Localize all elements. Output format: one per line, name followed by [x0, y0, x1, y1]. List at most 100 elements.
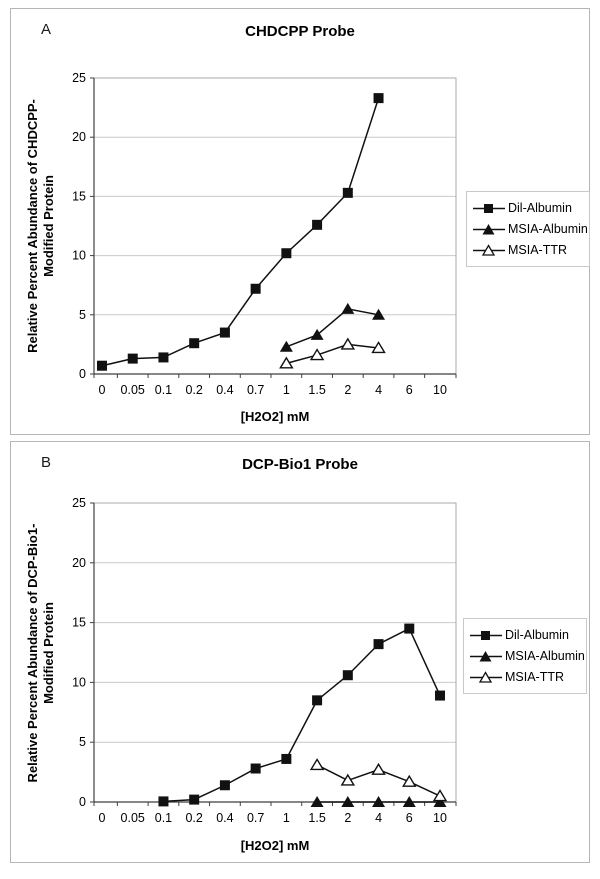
series-line — [286, 343, 379, 365]
data-point-square — [435, 690, 445, 701]
legend-label: Dil-Albumin — [505, 628, 569, 642]
data-point-triangle-filled — [310, 328, 324, 340]
data-point-square — [158, 796, 169, 807]
panel-a-label: A — [41, 21, 52, 38]
x-tick-label: 6 — [406, 811, 413, 825]
data-point-square — [373, 639, 384, 650]
gridlines — [94, 136, 456, 316]
data-point-triangle-open — [309, 348, 325, 361]
chart-b-y-axis-title-line2: Modified Protein — [41, 602, 56, 704]
y-tick-label: 5 — [79, 735, 86, 749]
legend-label: MSIA-Albumin — [505, 649, 585, 663]
x-tick-label: 6 — [406, 383, 413, 397]
plot-area-border — [93, 502, 457, 803]
square-filled-marker-icon — [470, 630, 502, 640]
data-point-triangle-open — [340, 773, 356, 786]
gridlines — [94, 562, 456, 743]
data-point-triangle-filled — [433, 796, 447, 807]
chart-b-legend: Dil-Albumin MSIA-Albumin MSIA-TTR — [463, 618, 587, 694]
x-tick-label: 4 — [375, 383, 382, 397]
triangle-filled-marker-icon — [473, 223, 505, 234]
data-point-square — [342, 670, 353, 681]
x-axis-ticks: 0 0.05 0.1 0.2 0.4 0.7 1 1.5 2 4 6 10 — [93, 374, 457, 397]
series-msia-ttr — [279, 337, 386, 369]
y-tick-label: 5 — [79, 308, 86, 322]
chart-b-title: DCP-Bio1 Probe — [242, 456, 358, 473]
data-point-square — [219, 327, 230, 338]
y-tick-label: 20 — [72, 130, 86, 144]
chart-a-x-axis-title: [H2O2] mM — [240, 409, 310, 424]
panel-b: 0 5 10 15 20 25 0 0.05 0.1 0.2 0.4 0.7 1 1.5 2 4 6 10 B D… — [10, 441, 590, 863]
legend-item-msia-ttr: MSIA-TTR — [470, 670, 581, 684]
axes — [93, 503, 456, 803]
series-dil-albumin — [158, 623, 445, 807]
x-tick-label: 0.05 — [121, 383, 145, 397]
data-point-square — [250, 763, 261, 774]
x-tick-label: 2 — [344, 811, 351, 825]
data-point-triangle-filled — [279, 340, 293, 352]
triangle-open-marker-icon — [470, 670, 502, 683]
x-axis-ticks: 0 0.05 0.1 0.2 0.4 0.7 1 1.5 2 4 6 10 — [93, 802, 457, 825]
data-point-square — [97, 360, 107, 371]
x-tick-label: 1.5 — [308, 811, 325, 825]
y-tick-label: 20 — [72, 556, 86, 570]
x-tick-label: 0.2 — [185, 383, 202, 397]
data-point-square — [404, 623, 415, 634]
data-point-square — [373, 93, 384, 104]
legend-item-msia-albumin: MSIA-Albumin — [473, 222, 588, 236]
data-point-square — [219, 780, 230, 791]
y-tick-label: 10 — [72, 675, 86, 689]
x-tick-label: 0 — [99, 383, 106, 397]
x-tick-label: 0.2 — [185, 811, 202, 825]
y-tick-label: 0 — [79, 367, 86, 381]
x-tick-label: 0 — [99, 811, 106, 825]
x-tick-label: 0.7 — [247, 383, 264, 397]
y-tick-label: 0 — [79, 795, 86, 809]
y-tick-label: 10 — [72, 249, 86, 263]
data-point-square — [189, 338, 200, 349]
data-point-square — [158, 352, 169, 363]
data-point-square — [312, 695, 323, 706]
legend-item-msia-albumin: MSIA-Albumin — [470, 649, 585, 663]
x-tick-label: 2 — [344, 383, 351, 397]
x-tick-label: 4 — [375, 811, 382, 825]
x-tick-label: 0.4 — [216, 383, 233, 397]
chart-a-title: CHDCPP Probe — [245, 23, 355, 40]
series-msia-ttr — [309, 758, 448, 802]
data-point-square — [281, 248, 292, 259]
data-point-triangle-open — [402, 774, 417, 787]
data-point-triangle-filled — [310, 796, 324, 807]
data-point-square — [189, 794, 200, 805]
data-point-square — [342, 187, 353, 198]
series-dil-albumin — [97, 93, 384, 371]
legend-item-msia-ttr: MSIA-TTR — [473, 243, 584, 257]
x-tick-label: 1.5 — [308, 383, 325, 397]
data-point-triangle-open — [371, 341, 386, 354]
chart-a-plot: 0 5 10 15 20 25 0 0.05 0.1 0.2 0.4 0.7 1 1.5 2 4 6 10 — [72, 71, 457, 397]
series-msia-albumin — [310, 796, 447, 807]
series-line — [286, 308, 379, 348]
x-tick-label: 10 — [433, 811, 447, 825]
chart-b-y-axis-title-line1: Relative Percent Abundance of DCP-Bio1- — [25, 523, 40, 783]
data-point-triangle-filled — [372, 796, 386, 807]
y-tick-label: 15 — [72, 616, 86, 630]
plot-area-border — [93, 77, 457, 375]
y-axis-ticks: 0 5 10 15 20 25 — [72, 71, 94, 381]
legend-label: MSIA-Albumin — [508, 222, 588, 236]
data-point-square — [250, 283, 261, 294]
data-point-triangle-open — [432, 789, 448, 802]
axes — [93, 78, 456, 375]
legend-item-dil-albumin: Dil-Albumin — [470, 628, 581, 642]
chart-b-x-axis-title: [H2O2] mM — [240, 838, 310, 853]
chart-b-y-axis-title: Relative Percent Abundance of DCP-Bio1- … — [25, 473, 57, 833]
data-point-triangle-open — [371, 762, 386, 775]
panel-a: 0 5 10 15 20 25 0 0.05 0.1 0.2 0.4 0.7 1 1.5 2 4 6 10 A C… — [10, 8, 590, 435]
x-tick-label: 1 — [283, 383, 290, 397]
panel-b-label: B — [41, 454, 52, 471]
series-line — [101, 97, 380, 367]
x-tick-label: 0.05 — [121, 811, 145, 825]
x-tick-label: 10 — [433, 383, 447, 397]
triangle-open-marker-icon — [473, 243, 505, 256]
x-tick-label: 0.1 — [155, 383, 172, 397]
